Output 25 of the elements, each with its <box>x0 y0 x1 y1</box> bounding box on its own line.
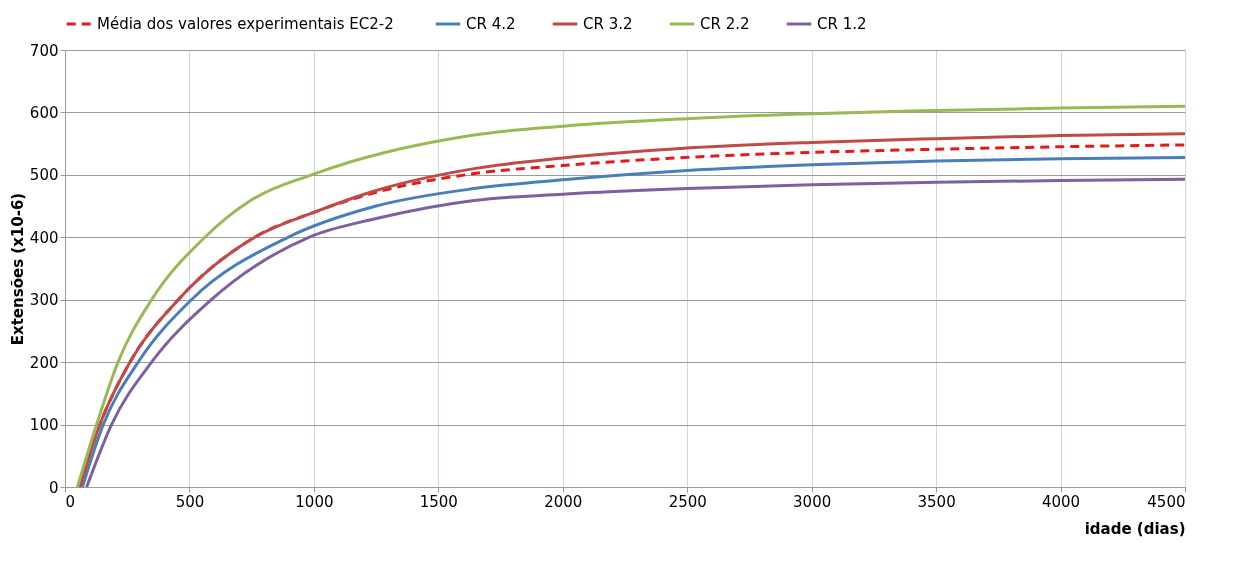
x-tick-label: 0 <box>65 492 76 511</box>
legend-label: CR 2.2 <box>700 15 750 33</box>
x-tick-label: 3000 <box>793 492 832 511</box>
y-tick-label: 200 <box>29 353 59 372</box>
x-tick-label: 1500 <box>419 492 458 511</box>
y-axis-title: Extensões (x10-6) <box>8 192 27 346</box>
y-tick-label: 300 <box>29 291 59 310</box>
y-tick-label: 700 <box>29 41 59 60</box>
legend-label: Média dos valores experimentais EC2-2 <box>97 15 394 33</box>
y-tick-label: 100 <box>29 416 59 435</box>
legend-label: CR 4.2 <box>466 15 516 33</box>
x-tick-label: 2500 <box>668 492 707 511</box>
x-tick-label: 500 <box>175 492 205 511</box>
legend-label: CR 3.2 <box>583 15 633 33</box>
x-tick-label: 3500 <box>917 492 956 511</box>
x-tick-label: 1000 <box>295 492 334 511</box>
x-axis-title: idade (dias) <box>1084 519 1186 538</box>
legend-label: CR 1.2 <box>817 15 867 33</box>
y-tick-label: 0 <box>48 478 59 497</box>
x-tick-label: 2000 <box>544 492 583 511</box>
y-tick-label: 400 <box>29 228 59 247</box>
y-tick-label: 600 <box>29 103 59 122</box>
y-tick-label: 500 <box>29 166 59 185</box>
x-tick-label: 4000 <box>1041 492 1081 511</box>
x-tick-label: 4500 <box>1147 492 1186 511</box>
